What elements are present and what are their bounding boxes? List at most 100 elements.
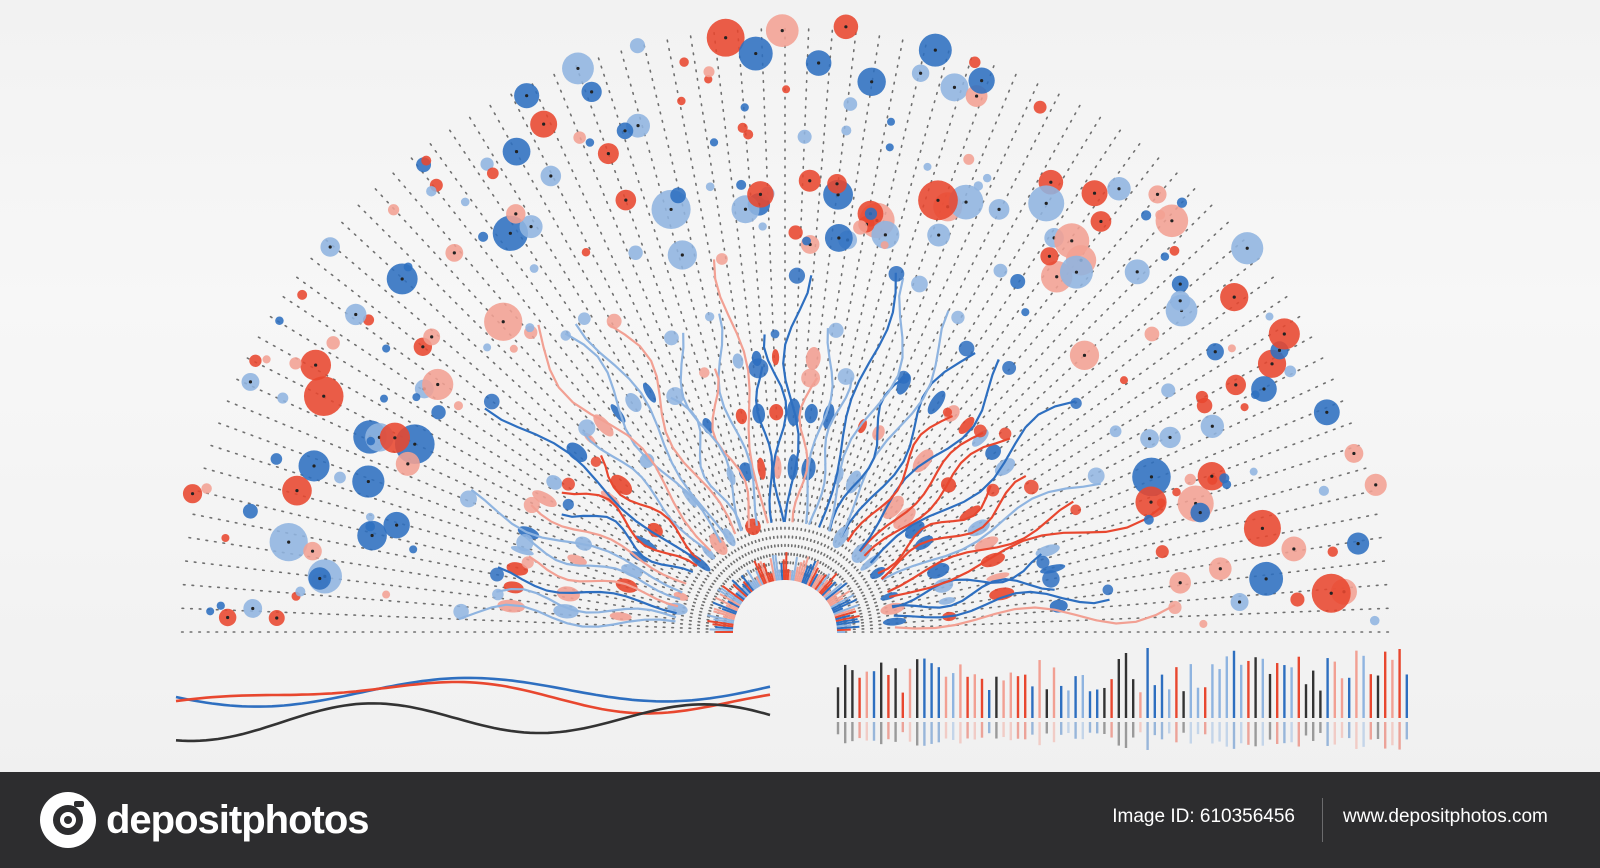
strand-node xyxy=(590,456,602,468)
scatter-dot xyxy=(1237,600,1242,604)
inner-tick xyxy=(722,615,735,621)
wavy-strand xyxy=(791,377,819,523)
wavy-strand xyxy=(839,310,950,538)
dotted-spoke xyxy=(336,217,742,593)
scatter-dot xyxy=(318,576,322,581)
inner-tick xyxy=(780,562,784,581)
scatter-dot xyxy=(295,489,299,493)
scatter-circle xyxy=(758,222,767,231)
scatter-dot xyxy=(1213,350,1217,354)
inner-tick xyxy=(829,597,844,607)
scatter-dot xyxy=(508,231,512,235)
camera-icon xyxy=(40,792,96,848)
scatter-circle xyxy=(478,231,489,242)
scatter-dot xyxy=(226,615,230,620)
wavy-strand xyxy=(859,431,984,553)
divider xyxy=(1322,798,1323,842)
dotted-spoke xyxy=(176,583,726,629)
scatter-circle xyxy=(382,344,391,353)
dotted-spoke xyxy=(204,442,729,615)
inner-tick xyxy=(707,619,734,626)
inner-tick xyxy=(712,601,738,614)
scatter-circle xyxy=(387,204,400,216)
inner-tick xyxy=(836,620,860,626)
inner-tick xyxy=(804,560,817,585)
strand-node xyxy=(788,267,806,284)
scatter-circle xyxy=(382,590,391,599)
scatter-dot xyxy=(835,182,839,186)
inner-tick xyxy=(836,618,858,624)
scatter-dot xyxy=(1292,547,1296,551)
strand-node xyxy=(1036,555,1050,569)
inner-tick xyxy=(715,626,734,630)
scatter-circle xyxy=(1119,376,1129,385)
dotted-spoke xyxy=(736,23,782,573)
wavy-strand xyxy=(839,352,976,538)
scatter-dot xyxy=(1329,591,1333,595)
strand-node xyxy=(577,312,591,326)
wavy-strand xyxy=(807,377,853,526)
scatter-dot xyxy=(624,198,628,202)
inner-ellipse xyxy=(870,566,886,579)
inner-ellipse xyxy=(639,453,655,469)
inner-tick xyxy=(815,573,831,592)
scatter-dot xyxy=(743,207,748,211)
dotted-spoke xyxy=(277,292,736,600)
dotted-spoke xyxy=(573,58,766,577)
wavy-strand xyxy=(496,587,677,619)
scatter-dot xyxy=(1178,282,1182,286)
scatter-circle xyxy=(453,401,463,411)
strand-node xyxy=(828,322,844,338)
scatter-dot xyxy=(370,533,374,538)
inner-tick xyxy=(794,566,799,582)
inner-ellipse xyxy=(882,617,907,626)
site-url-link[interactable]: www.depositphotos.com xyxy=(1343,806,1548,827)
strand-node xyxy=(958,340,975,357)
dotted-spoke xyxy=(786,21,810,573)
scatter-circle xyxy=(421,155,432,166)
brand-logo[interactable]: depositphotos xyxy=(40,790,370,850)
scatter-circle xyxy=(1327,546,1338,557)
scatter-circle xyxy=(460,197,470,207)
scatter-dot xyxy=(933,48,937,52)
scatter-dot xyxy=(1218,567,1222,571)
scatter-dot xyxy=(808,179,812,183)
strand-node xyxy=(704,312,715,322)
scatter-dot xyxy=(354,312,358,317)
dotted-spoke xyxy=(688,28,777,574)
scatter-circle xyxy=(277,392,289,404)
inner-ellipse xyxy=(985,444,1002,460)
scatter-dot xyxy=(1264,577,1268,581)
scatter-dot xyxy=(1178,581,1182,585)
inner-tick xyxy=(807,567,820,587)
scatter-circle xyxy=(221,534,230,543)
scatter-circle xyxy=(1143,514,1154,525)
dotted-spoke xyxy=(802,51,975,576)
scatter-dot xyxy=(754,51,758,56)
dotted-spoke xyxy=(550,67,763,578)
scatter-dot xyxy=(1245,246,1249,250)
inner-ellipse xyxy=(805,346,821,370)
scatter-circle xyxy=(923,162,932,171)
dotted-spoke xyxy=(220,397,731,610)
wavy-strand xyxy=(497,566,677,615)
strand-node xyxy=(453,603,469,620)
wavy-strand xyxy=(679,332,743,532)
inner-ellipse xyxy=(546,475,563,490)
scatter-dot xyxy=(1155,192,1160,197)
scatter-dot xyxy=(310,549,315,553)
dotted-spoke xyxy=(197,465,729,617)
scatter-dot xyxy=(1198,510,1202,515)
scatter-dot xyxy=(549,174,553,178)
scatter-dot xyxy=(400,277,404,281)
inner-tick xyxy=(835,614,851,621)
inner-tick xyxy=(795,561,803,582)
scatter-dot xyxy=(837,236,841,240)
line-graph xyxy=(175,676,771,743)
scatter-circle xyxy=(1369,615,1380,626)
dotted-spoke xyxy=(841,465,1373,617)
inner-tick xyxy=(727,600,740,609)
inner-tick xyxy=(740,574,755,592)
inner-tick xyxy=(836,625,860,630)
scatter-dot xyxy=(997,207,1001,211)
